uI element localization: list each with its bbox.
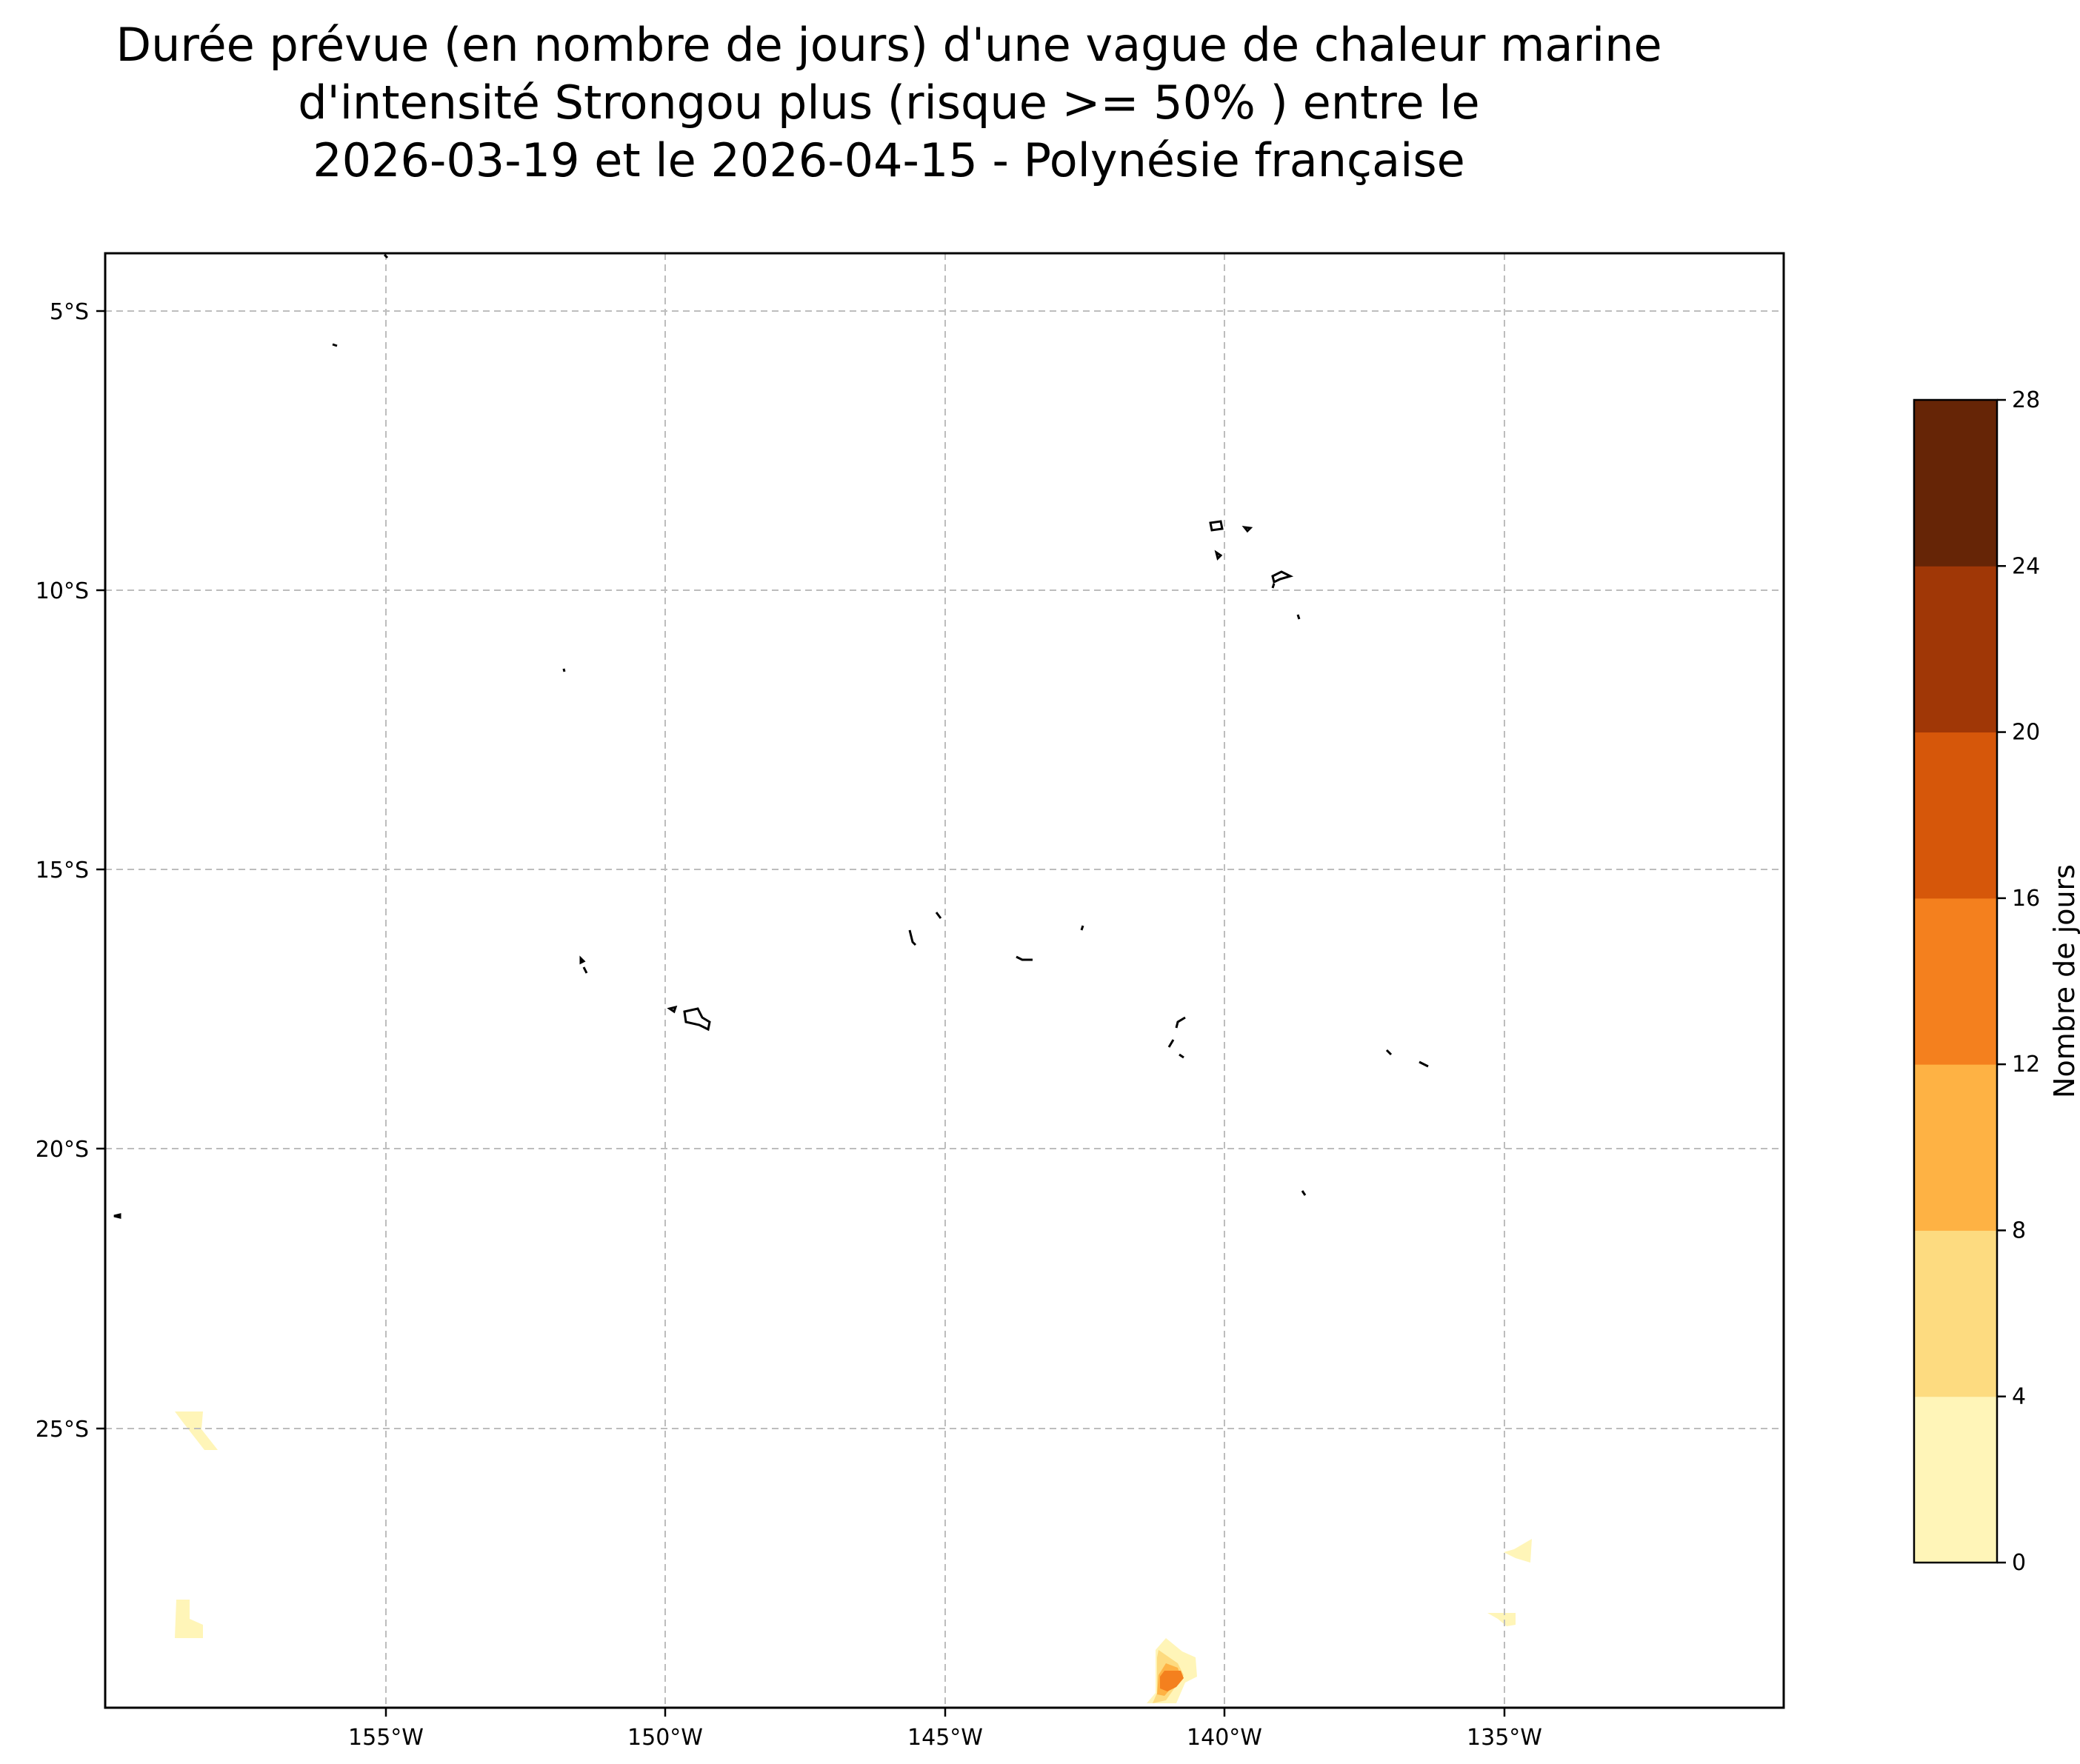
colorbar-tick-label: 28 — [2012, 387, 2040, 413]
island-bora-bora — [579, 955, 586, 965]
island-ua-huka — [1241, 526, 1253, 533]
island-makemo — [1016, 955, 1033, 961]
island-tahuata — [1271, 583, 1276, 589]
island-hiva-oa — [1271, 570, 1294, 584]
colorbar-tick-label: 4 — [2012, 1384, 2026, 1410]
colorbar-segment — [1914, 1396, 1997, 1563]
lat-tick-label-15: 15°S — [36, 858, 89, 883]
lon-tick-label-155: 155°W — [348, 1725, 424, 1751]
island-hao-1 — [1175, 1016, 1186, 1029]
colorbar-tick-label: 20 — [2012, 720, 2040, 746]
colorbar-tick-label: 16 — [2012, 886, 2040, 912]
island-nuku-hiva — [1209, 520, 1224, 532]
heat-patch-south-core — [1160, 1671, 1184, 1691]
island-fatu-hiva — [1296, 614, 1301, 620]
colorbar-tick-label: 0 — [2012, 1550, 2026, 1576]
island-tupai — [667, 1005, 678, 1014]
island-ua-pou — [1214, 549, 1223, 561]
heat-patch-west-1 — [175, 1411, 218, 1450]
colorbar-frame — [1913, 398, 1999, 1564]
map-title: Durée prévue (en nombre de jours) d'une … — [0, 16, 1778, 190]
colorbar-ticks: 0 4 8 12 16 20 24 28 — [1997, 387, 2040, 1576]
colorbar-tick-label: 12 — [2012, 1052, 2040, 1078]
island-mururoa — [1419, 1060, 1429, 1068]
heat-patch-east-2 — [1487, 1613, 1516, 1626]
colorbar-segment — [1914, 566, 1997, 733]
island-rangiroa-2 — [935, 912, 942, 919]
island-huahine — [582, 966, 588, 974]
title-line-2: d'intensité Strongou plus (risque >= 50%… — [298, 76, 1480, 130]
island-hao-2 — [1167, 1039, 1175, 1048]
map-area: 155°W 150°W 145°W 140°W 135°W 5°S 10°S 1… — [36, 252, 1785, 1751]
colorbar-tick-label: 8 — [2012, 1217, 2026, 1243]
lon-tick-label-150: 150°W — [627, 1725, 703, 1751]
colorbar-segment — [1914, 732, 1997, 899]
island-tahiti — [683, 1007, 711, 1032]
lon-tick-label-145: 145°W — [907, 1725, 983, 1751]
gridlines — [105, 253, 1784, 1708]
colorbar-segment — [1914, 898, 1997, 1065]
colorbar-segments — [1914, 400, 1997, 1563]
lon-tick-label-135: 135°W — [1467, 1725, 1542, 1751]
heat-patch-east-1 — [1504, 1539, 1532, 1563]
colorbar-segment — [1914, 1064, 1997, 1231]
lon-tick-label-140: 140°W — [1187, 1725, 1262, 1751]
colorbar-tick-label: 24 — [2012, 553, 2040, 579]
island-marutea — [1301, 1190, 1307, 1196]
colorbar-label: Nombre de jours — [2048, 864, 2080, 1098]
island-tureia — [1385, 1049, 1393, 1056]
lat-tick-label-25: 25°S — [36, 1417, 89, 1443]
title-line-1: Durée prévue (en nombre de jours) d'une … — [116, 18, 1662, 72]
island-malden — [332, 343, 338, 347]
lat-tick-label-5: 5°S — [50, 299, 89, 325]
island-rangiroa-1 — [908, 929, 917, 946]
island-caroline-north — [383, 253, 389, 259]
island-rarotonga — [113, 1213, 121, 1219]
colorbar: 0 4 8 12 16 20 24 28 Nombre de jours — [1913, 387, 2080, 1576]
coastlines — [113, 253, 1429, 1219]
colorbar-segment — [1914, 400, 1997, 567]
island-hao-3 — [1179, 1053, 1184, 1059]
map-tick-marks — [96, 310, 1506, 1717]
heat-patch-west-2 — [175, 1600, 203, 1638]
colorbar-segment — [1914, 1230, 1997, 1397]
lat-tick-label-20: 20°S — [36, 1137, 89, 1163]
island-takapoto — [1080, 925, 1084, 931]
title-line-3: 2026-03-19 et le 2026-04-15 - Polynésie … — [313, 133, 1465, 187]
heat-patches — [175, 1411, 1532, 1703]
lat-tick-label-10: 10°S — [36, 578, 89, 604]
